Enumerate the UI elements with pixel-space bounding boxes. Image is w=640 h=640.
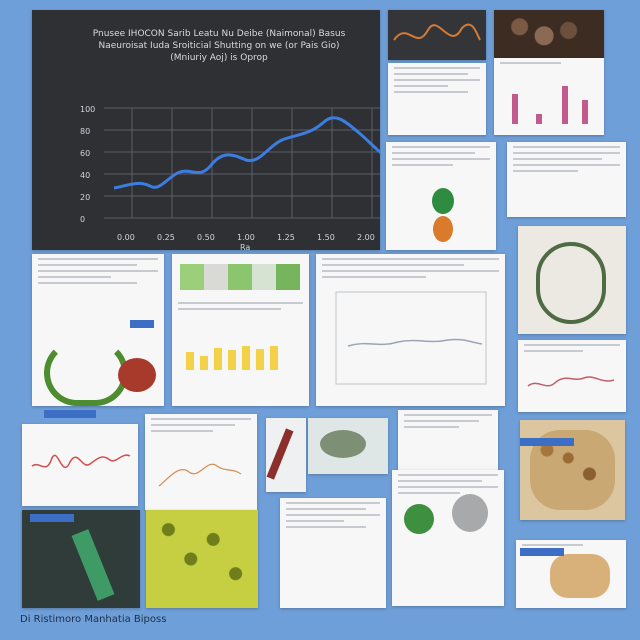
- orange-waveform-icon: [393, 23, 481, 41]
- right-mini-chart: [518, 340, 626, 412]
- right-bottom-doc-2: [392, 470, 504, 606]
- ytick-4: 20: [80, 193, 90, 202]
- sponge-figure: [550, 554, 610, 598]
- red-spike-chart: [31, 454, 131, 469]
- red-feather: [266, 418, 306, 492]
- main-chart-panel: Pnusee IHOCON Sarib Leatu Nu Deibe (Naim…: [32, 10, 380, 250]
- main-chart-xticks: 0.00 0.25 0.50 1.00 1.25 1.50 2.00: [117, 233, 375, 242]
- center-doc: [316, 254, 505, 406]
- green-texture-photo: [146, 510, 258, 608]
- top-right-bar-doc: [494, 58, 604, 135]
- left-doc-1: [32, 254, 164, 406]
- blue-chip-3: [130, 320, 154, 328]
- sketch-figure: [536, 242, 606, 324]
- fruit-figure: [432, 188, 454, 214]
- small-line-chart: [527, 376, 615, 387]
- ytick-0: 100: [80, 105, 95, 114]
- main-chart-grid: [104, 107, 380, 219]
- ytick-1: 80: [80, 127, 90, 136]
- main-chart-yticks: 100 80 60 40 20 0: [80, 105, 95, 224]
- green-plant-illustration: [44, 340, 128, 406]
- right-photo-collage: [518, 226, 626, 334]
- bottom-right-photo-1: [520, 420, 625, 520]
- left-doc-2: [172, 254, 309, 406]
- bottom-right-photo-2: [516, 540, 626, 608]
- pink-bars-chart: [512, 86, 588, 124]
- main-chart-series-line: [113, 116, 380, 190]
- main-chart-xlabel: Ra: [240, 243, 250, 250]
- fruit-figure-2: [433, 216, 453, 242]
- collage-caption: Di Ristimoro Manhatia Biposs: [20, 614, 167, 625]
- center-bottom-doc: [280, 498, 386, 608]
- top-right-doc-1: [388, 63, 486, 135]
- red-berry-illustration: [118, 358, 156, 392]
- xtick-4: 1.25: [277, 233, 295, 242]
- insect-illustration: [308, 418, 388, 474]
- yellow-bar-chart: [186, 342, 296, 370]
- ytick-5: 0: [80, 215, 85, 224]
- xtick-5: 1.50: [317, 233, 335, 242]
- plant-photo: [22, 510, 140, 608]
- main-chart: 100 80 60 40 20 0 0.00 0.25 0.50 1.00 1.…: [80, 105, 380, 250]
- xtick-6: 2.00: [357, 233, 375, 242]
- blue-chip-1: [44, 410, 96, 418]
- middle-right-doc-1: [386, 142, 496, 250]
- bottom-left-doc: [145, 414, 257, 510]
- top-right-photo-1: [388, 10, 486, 60]
- center-line-chart: [335, 291, 487, 385]
- orange-chart: [158, 463, 242, 487]
- blue-chip-2: [30, 514, 74, 522]
- bottom-left-chart: [22, 424, 138, 506]
- xtick-0: 0.00: [117, 233, 135, 242]
- ytick-3: 40: [80, 171, 90, 180]
- main-chart-title: Pnusee IHOCON Sarib Leatu Nu Deibe (Naim…: [92, 29, 346, 63]
- xtick-2: 0.50: [197, 233, 215, 242]
- top-right-photo-2: [494, 10, 604, 58]
- mini-photo-row: [180, 264, 300, 290]
- blue-chip-4: [520, 438, 574, 446]
- blue-chip-5: [520, 548, 564, 556]
- xtick-1: 0.25: [157, 233, 175, 242]
- right-bottom-doc-1: [398, 410, 498, 470]
- gray-fruit: [452, 494, 488, 532]
- xtick-3: 1.00: [237, 233, 255, 242]
- green-fruit: [404, 504, 434, 534]
- middle-right-doc-2: [507, 142, 626, 217]
- ytick-2: 60: [80, 149, 90, 158]
